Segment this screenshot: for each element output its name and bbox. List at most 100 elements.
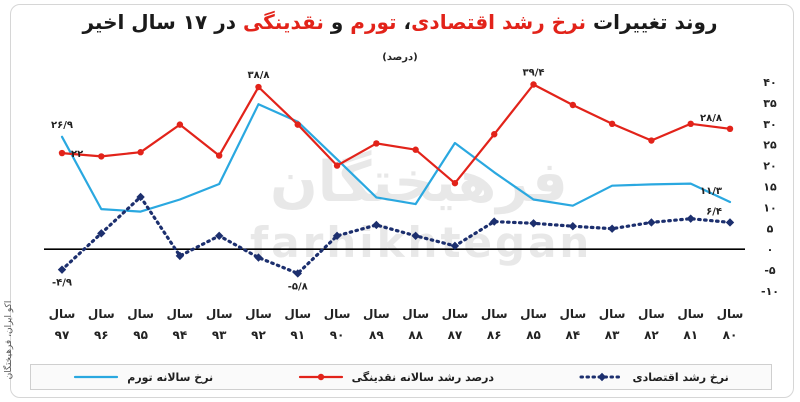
series-line-growth xyxy=(60,195,732,275)
point-growth xyxy=(490,217,499,226)
x-tick-label-year: ۹۵ xyxy=(133,328,148,342)
y-tick-label: -۵ xyxy=(764,264,776,277)
point-growth xyxy=(725,218,735,227)
y-tick-label: ۳۵ xyxy=(763,97,777,110)
x-tick-label-year: ۸۳ xyxy=(605,328,620,342)
legend-label-liquidity: درصد رشد سالانه نقدینگی xyxy=(351,370,495,384)
x-tick-label: سال xyxy=(324,307,351,321)
point-growth xyxy=(686,214,695,223)
x-tick-label: سال xyxy=(638,307,665,321)
x-tick-label: سال xyxy=(245,307,272,321)
y-tick-label: ۰ xyxy=(767,243,774,256)
x-tick-label: سال xyxy=(677,307,704,321)
chart-legend: نرخ سالانه تورم درصد رشد سالانه نقدینگی نر… xyxy=(30,364,772,390)
unit-label: (درصد) xyxy=(382,52,418,63)
point-growth xyxy=(97,229,106,238)
point-growth xyxy=(214,231,224,241)
x-tick-label: سال xyxy=(442,307,469,321)
x-tick-label-year: ۸۶ xyxy=(487,328,502,342)
title-sep2: و xyxy=(323,10,351,34)
data-label-growth: -۴/۹ xyxy=(52,278,72,289)
title-highlight-liquidity: نقدینگی xyxy=(242,10,324,34)
point-liquidity xyxy=(137,149,144,156)
data-label-inflation: ۲۶/۹ xyxy=(51,120,73,131)
legend-item-inflation: نرخ سالانه تورم xyxy=(73,371,213,384)
x-tick-label-year: ۹۰ xyxy=(330,328,345,342)
point-growth xyxy=(293,269,302,278)
x-tick-label: سال xyxy=(481,307,508,321)
x-tick-label: سال xyxy=(167,307,194,321)
point-growth xyxy=(529,219,538,228)
x-tick-label: سال xyxy=(284,307,311,321)
data-label-growth: -۵/۸ xyxy=(288,281,308,292)
point-growth xyxy=(568,222,578,231)
legend-item-liquidity: درصد رشد سالانه نقدینگی xyxy=(298,371,494,384)
point-liquidity xyxy=(98,153,105,160)
title-highlight-inflation: تورم xyxy=(350,10,397,34)
data-label-liquidity: ۳۹/۴ xyxy=(523,68,545,79)
point-liquidity xyxy=(569,101,577,109)
data-label-liquidity: ۲۸/۸ xyxy=(700,113,722,124)
y-tick-label: ۴۰ xyxy=(763,76,776,89)
series-line-liquidity xyxy=(60,83,732,185)
point-growth xyxy=(647,218,656,227)
x-tick-label-year: ۸۸ xyxy=(408,328,423,342)
point-liquidity xyxy=(608,120,616,128)
x-tick-label-year: ۹۱ xyxy=(290,328,305,342)
point-liquidity xyxy=(294,121,301,128)
x-tick-label-year: ۸۴ xyxy=(565,328,580,342)
point-liquidity xyxy=(451,179,459,187)
legend-swatch-marker xyxy=(597,372,606,382)
x-tick-label-year: ۸۰ xyxy=(723,328,738,342)
title-sep1: ، xyxy=(396,10,412,34)
x-tick-label: سال xyxy=(127,307,154,321)
point-liquidity xyxy=(648,137,655,144)
x-tick-label-year: ۹۲ xyxy=(251,328,266,342)
point-growth xyxy=(411,231,420,241)
x-tick-label-year: ۸۹ xyxy=(369,328,384,342)
x-tick-label: سال xyxy=(599,307,626,321)
legend-swatch-inflation xyxy=(74,375,119,379)
legend-swatch-liquidity xyxy=(298,373,343,381)
x-tick-label-year: ۹۶ xyxy=(94,328,109,342)
x-tick-label: سال xyxy=(49,307,76,321)
x-tick-label-year: ۹۴ xyxy=(173,328,188,342)
x-tick-label: سال xyxy=(559,307,586,321)
data-label-liquidity: ۲۲ xyxy=(71,149,83,160)
x-tick-label-year: ۹۳ xyxy=(212,328,227,342)
point-liquidity xyxy=(530,81,537,88)
data-label-inflation: ۱۱/۳ xyxy=(700,186,722,197)
chart-title: روند تغییرات نرخ رشد اقتصادی، تورم و نقد… xyxy=(0,10,800,34)
legend-swatch-growth xyxy=(579,372,625,382)
y-tick-label: ۲۵ xyxy=(763,139,777,152)
y-tick-label: -۱۰ xyxy=(761,285,779,298)
point-liquidity xyxy=(58,149,66,157)
x-tick-label-year: ۸۱ xyxy=(683,328,698,342)
y-tick-label: ۲۰ xyxy=(763,160,776,173)
point-growth xyxy=(332,231,342,241)
point-growth xyxy=(607,224,617,233)
legend-item-growth: نرخ رشد اقتصادی xyxy=(579,371,729,384)
x-tick-label: سال xyxy=(520,307,547,321)
data-label-growth: ۶/۴ xyxy=(706,206,722,217)
legend-label-inflation: نرخ سالانه تورم xyxy=(127,370,214,384)
point-growth xyxy=(175,251,185,261)
source-label: اکو ایران، فرهیختگان xyxy=(4,300,14,380)
x-tick-label: سال xyxy=(88,307,115,321)
title-part1: روند تغییرات xyxy=(586,10,718,34)
y-tick-label: ۱۰ xyxy=(763,201,776,214)
point-liquidity xyxy=(412,146,419,153)
x-tick-label: سال xyxy=(206,307,233,321)
data-label-liquidity: ۳۸/۸ xyxy=(247,70,269,81)
x-tick-label: سال xyxy=(717,307,744,321)
y-tick-label: ۳۰ xyxy=(763,118,776,131)
y-tick-label: ۱۵ xyxy=(763,181,777,194)
point-growth xyxy=(372,220,381,230)
legend-swatch-marker xyxy=(317,373,324,381)
point-liquidity xyxy=(726,125,734,133)
title-part2: در ۱۷ سال اخیر xyxy=(82,10,243,34)
point-liquidity xyxy=(255,83,262,91)
point-liquidity xyxy=(176,121,184,128)
x-tick-label-year: ۸۵ xyxy=(526,328,541,342)
point-liquidity xyxy=(215,152,223,159)
